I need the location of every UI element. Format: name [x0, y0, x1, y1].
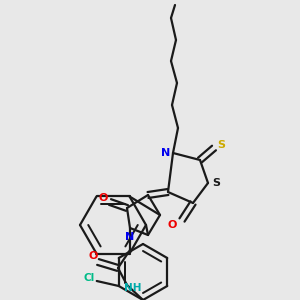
Text: N: N — [161, 148, 171, 158]
Text: S: S — [212, 178, 220, 188]
Text: N: N — [125, 232, 135, 242]
Text: O: O — [88, 251, 98, 261]
Text: O: O — [167, 220, 177, 230]
Text: Cl: Cl — [83, 273, 94, 283]
Text: NH: NH — [124, 283, 142, 293]
Text: O: O — [98, 193, 108, 203]
Text: S: S — [217, 140, 225, 150]
